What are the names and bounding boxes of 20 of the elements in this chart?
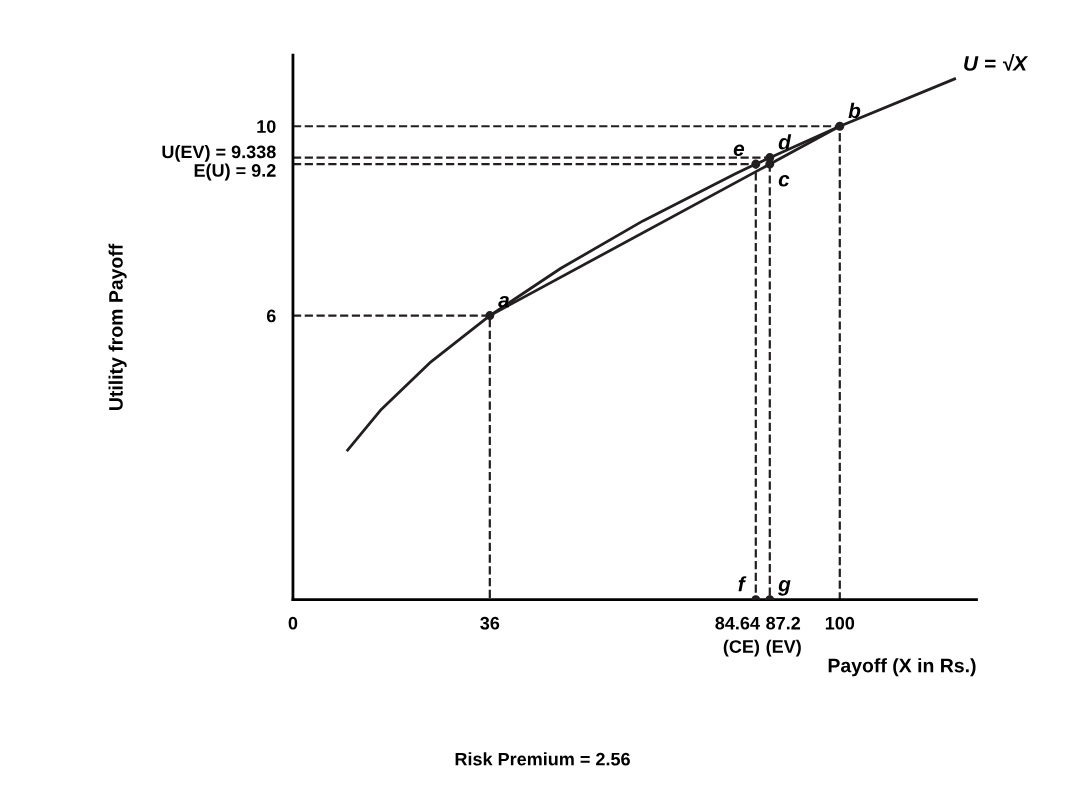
text: Risk Premium = 2.56: [455, 752, 630, 766]
annotation: 87.2 (EV): [766, 616, 801, 657]
annotation: 84.64 (CE): [715, 616, 760, 657]
annotation: a: [498, 296, 510, 308]
x-tick-label: 36: [480, 616, 500, 630]
x-tick-label: 100: [825, 616, 855, 630]
annotation: c: [778, 175, 790, 187]
annotation: g: [778, 580, 791, 596]
y-tick-label: 10: [257, 120, 276, 133]
y-axis-title: Utility from Payoff: [108, 243, 127, 410]
y-tick-label: 6: [266, 309, 276, 323]
x-tick-label: 0: [288, 616, 298, 630]
annotation: f: [738, 576, 747, 592]
annotation: e: [733, 144, 745, 156]
x-axis-title: Payoff (X in Rs.): [828, 658, 976, 677]
y-tick-label: U(EV) = 9.338: [162, 145, 276, 162]
annotation: b: [848, 102, 861, 119]
annotation: d: [778, 134, 792, 150]
annotation: U = √X: [964, 54, 1029, 71]
y-tick-label: E(U) = 9.2: [194, 163, 276, 181]
